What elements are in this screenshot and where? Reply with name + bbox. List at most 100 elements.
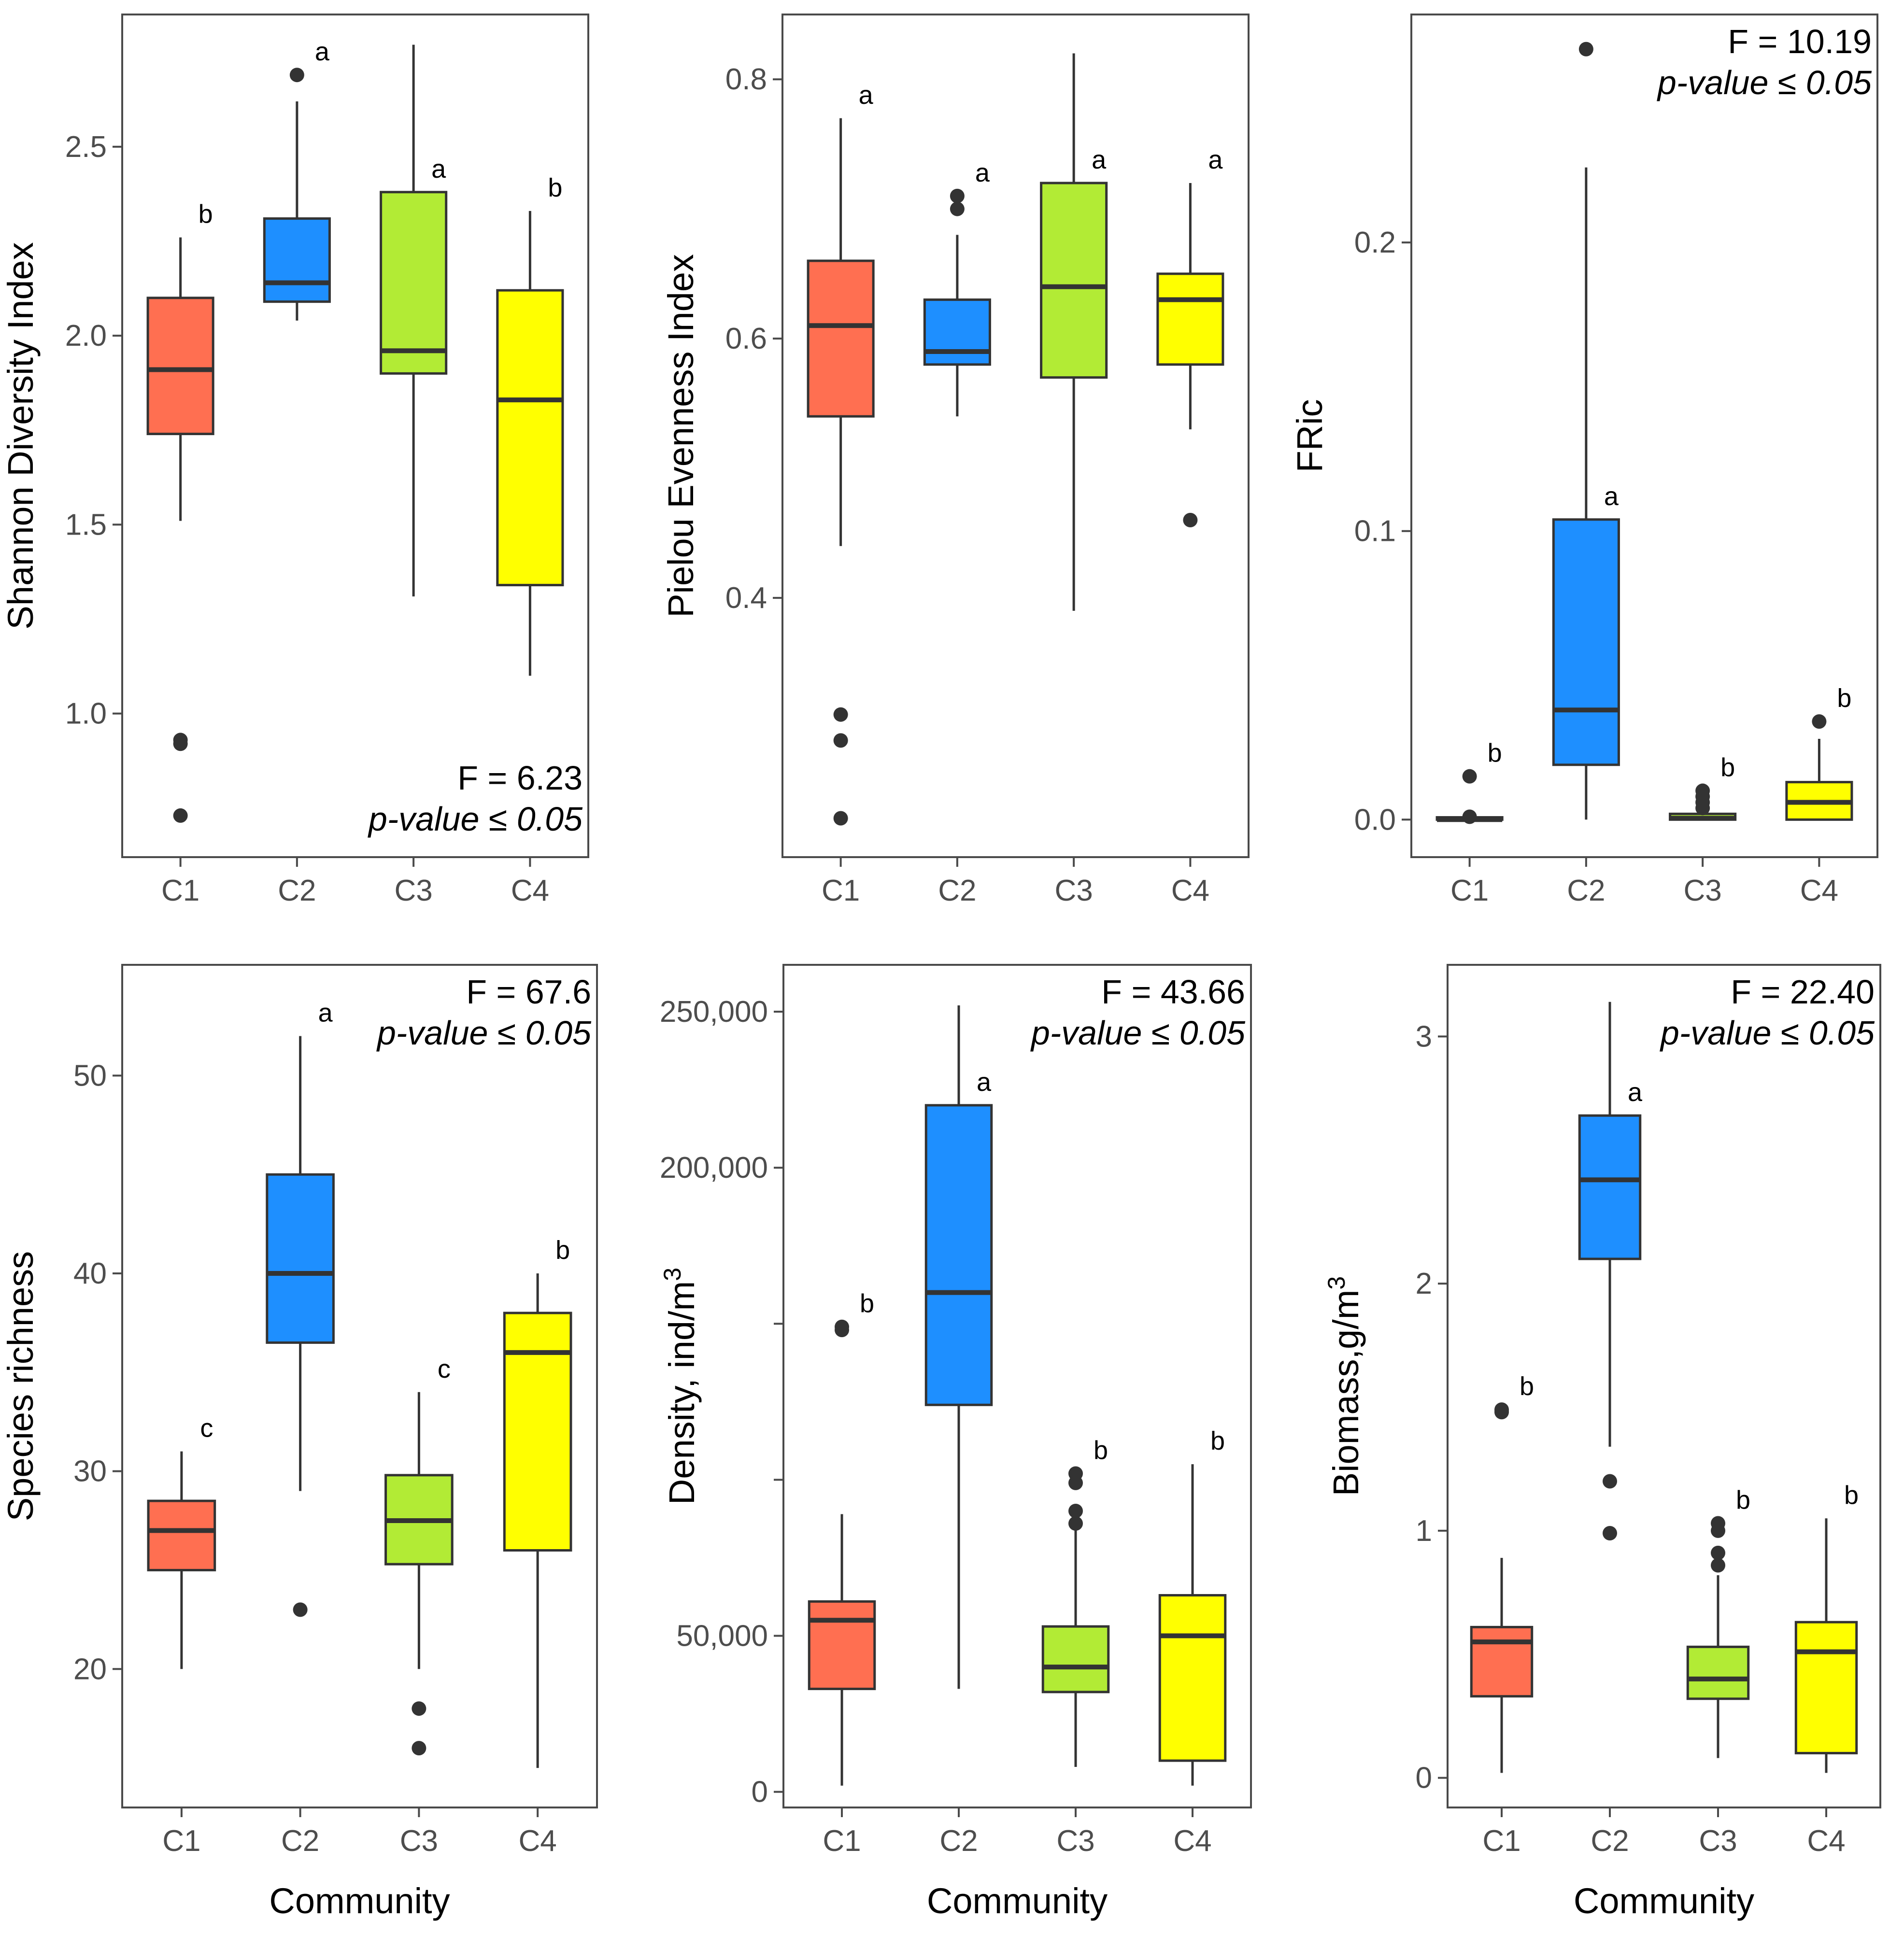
- panel-top-middle-sig-letter-c1: a: [859, 81, 874, 110]
- panel-top-left-sig-letter-c4: b: [548, 173, 562, 202]
- panel-bottom-middle-xtick-label-c1: C1: [823, 1824, 861, 1858]
- panel-bottom-middle-stat-f: F = 43.66: [1101, 973, 1245, 1011]
- panel-top-middle-sig-letter-c2: a: [975, 158, 990, 187]
- panel-bottom-right-xtick-label-c2: C2: [1591, 1824, 1629, 1858]
- panel-bottom-middle-box-c4: [1158, 1594, 1227, 1762]
- panel-bottom-left-xtick-label-c2: C2: [281, 1824, 319, 1858]
- panel-top-left-box-c3: [380, 191, 448, 375]
- panel-top-middle-outlier-c1: [833, 707, 848, 722]
- panel-bottom-left-sig-letter-c2: a: [318, 998, 333, 1027]
- panel-bottom-middle-outlier-c3: [1068, 1516, 1083, 1531]
- panel-top-left-xtick-label-c3: C3: [394, 874, 432, 907]
- panel-bottom-left-ytick-label: 50: [73, 1059, 107, 1092]
- panel-top-right-ytick-label: 0.1: [1354, 515, 1396, 548]
- panel-bottom-right-box-c2: [1578, 1114, 1642, 1260]
- panel-top-middle-outlier-c2: [950, 201, 965, 216]
- panel-bottom-middle-outlier-c3: [1068, 1504, 1083, 1519]
- panel-bottom-left-xtick-label-c4: C4: [518, 1824, 556, 1858]
- panel-bottom-left-box-c2: [266, 1173, 335, 1344]
- panel-bottom-left-sig-letter-c3: c: [438, 1355, 451, 1383]
- panel-bottom-right-outlier-c2: [1603, 1525, 1617, 1540]
- panel-bottom-middle-box-c1: [808, 1600, 876, 1690]
- panel-top-right-sig-letter-c2: a: [1604, 482, 1619, 511]
- panel-bottom-middle-sig-letter-c1: b: [860, 1289, 874, 1318]
- panel-top-middle-box-c4: [1156, 272, 1224, 366]
- panel-bottom-left-outlier-c3: [412, 1741, 426, 1756]
- panel-top-right-outlier-c1: [1462, 769, 1477, 784]
- panel-bottom-right-outlier-c1: [1494, 1405, 1509, 1420]
- panel-bottom-left-stat-f: F = 67.6: [466, 973, 591, 1011]
- panel-top-right-xtick-label-c3: C3: [1683, 874, 1721, 907]
- panel-top-middle-xtick-label-c1: C1: [822, 874, 860, 907]
- panel-top-right-stat-p: p-value ≤ 0.05: [1657, 64, 1872, 101]
- panel-top-left-ytick-label: 1.5: [65, 508, 107, 541]
- panel-bottom-right-sig-letter-c3: b: [1736, 1486, 1750, 1515]
- panel-bottom-middle-outlier-c1: [835, 1323, 849, 1338]
- panel-top-middle-box-c3: [1040, 182, 1108, 379]
- panel-top-right-box-c2: [1552, 518, 1620, 766]
- panel-top-right-outlier-c1: [1462, 809, 1477, 824]
- panel-top-right-xtick-label-c2: C2: [1567, 874, 1605, 907]
- panel-top-middle-frame: [781, 14, 1250, 858]
- panel-bottom-right-frame: [1447, 964, 1881, 1808]
- panel-bottom-right-box-c1: [1470, 1625, 1534, 1698]
- panel-bottom-right-y-axis-title-superscript: 3: [1323, 1276, 1350, 1290]
- panel-bottom-middle-xtick-label-c2: C2: [939, 1824, 978, 1858]
- panel-bottom-left-ytick-label: 30: [73, 1455, 107, 1488]
- panel-bottom-right-stat-f: F = 22.40: [1731, 973, 1875, 1011]
- panel-top-left-stat-p: p-value ≤ 0.05: [368, 800, 583, 838]
- panel-bottom-left-ytick-label: 20: [73, 1652, 107, 1686]
- panel-top-left-ytick-label: 1.0: [65, 697, 107, 731]
- panel-top-right-ytick-label: 0.2: [1354, 226, 1396, 259]
- panel-bottom-left-outlier-c2: [293, 1602, 308, 1617]
- panel-bottom-left-box-c1: [147, 1499, 216, 1571]
- panel-top-middle-xtick-label-c4: C4: [1171, 874, 1209, 907]
- panel-top-left-xtick-label-c1: C1: [161, 874, 199, 907]
- panel-top-left-frame: [121, 14, 589, 858]
- panel-top-middle-box-c2: [923, 298, 991, 366]
- panel-bottom-right-stat-p: p-value ≤ 0.05: [1660, 1014, 1875, 1052]
- panel-bottom-middle-box-c3: [1041, 1625, 1110, 1694]
- panel-top-left-xtick-label-c2: C2: [278, 874, 316, 907]
- panel-top-right-ytick-label: 0.0: [1354, 803, 1396, 836]
- panel-bottom-right-sig-letter-c4: b: [1844, 1481, 1859, 1510]
- panel-top-right-outlier-c4: [1812, 714, 1827, 729]
- panel-bottom-left-box-c4: [503, 1312, 572, 1552]
- panel-bottom-right-ytick-label: 0: [1416, 1762, 1432, 1795]
- panel-top-right-outlier-c2: [1578, 42, 1593, 56]
- panel-top-middle-sig-letter-c4: a: [1208, 145, 1223, 174]
- panel-bottom-middle-ytick-label: 250,000: [660, 995, 768, 1029]
- panel-top-left-ytick-label: 2.0: [65, 319, 107, 353]
- panel-top-left-box-c2: [263, 217, 331, 303]
- panel-bottom-middle-xtick-label-c4: C4: [1173, 1824, 1211, 1858]
- panel-top-left-ytick-label: 2.5: [65, 130, 107, 164]
- panel-top-right-xtick-label-c4: C4: [1800, 874, 1838, 907]
- panel-bottom-middle-box-c2: [924, 1104, 993, 1406]
- panel-top-right-stat-f: F = 10.19: [1728, 23, 1872, 60]
- panel-bottom-right-xtick-label-c1: C1: [1482, 1824, 1520, 1858]
- panel-bottom-right-xtick-label-c4: C4: [1807, 1824, 1845, 1858]
- panel-top-right-xtick-label-c1: C1: [1450, 874, 1489, 907]
- panel-bottom-middle-ytick-label: 200,000: [660, 1151, 768, 1185]
- panel-bottom-right-outlier-c3: [1711, 1558, 1725, 1573]
- panel-bottom-middle-x-axis-title: Community: [927, 1881, 1108, 1921]
- panel-bottom-middle-stat-p: p-value ≤ 0.05: [1030, 1014, 1246, 1052]
- panel-top-left-outlier-c1: [173, 808, 188, 823]
- panel-top-middle-ytick-label: 0.8: [725, 63, 767, 96]
- panel-top-middle-box-c1: [807, 259, 875, 418]
- panel-top-middle-outlier-c4: [1183, 513, 1198, 527]
- panel-top-right-y-axis-title: FRic: [1290, 399, 1330, 472]
- panel-bottom-left-y-axis-title: Species richness: [0, 1251, 41, 1521]
- panel-bottom-right-outlier-c2: [1603, 1474, 1617, 1489]
- panel-top-right-outlier-c3: [1695, 801, 1710, 816]
- panel-top-right-sig-letter-c4: b: [1837, 684, 1851, 713]
- panel-bottom-middle-y-axis-title-superscript: 3: [659, 1268, 686, 1281]
- panel-top-left-outlier-c1: [173, 736, 188, 751]
- panel-bottom-middle-y-axis-title: Density, ind/m3: [659, 1268, 702, 1505]
- panel-bottom-left-outlier-c3: [412, 1701, 426, 1716]
- panel-top-left-sig-letter-c1: b: [199, 200, 213, 229]
- panel-bottom-right-sig-letter-c1: b: [1520, 1372, 1534, 1401]
- panel-bottom-middle-ytick-label: 0: [752, 1776, 768, 1809]
- panel-top-left-box-c4: [496, 289, 564, 587]
